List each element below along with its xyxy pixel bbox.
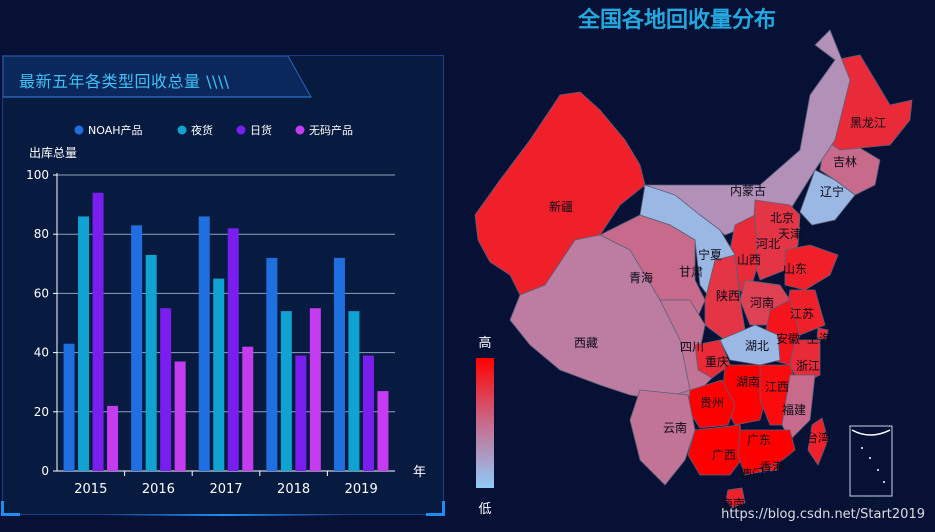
legend-label[interactable]: 日货 bbox=[250, 123, 272, 137]
bar-2016-NOAH产品[interactable] bbox=[131, 225, 143, 471]
bar-chart-panel: 最新五年各类型回收总量 \\\\ NOAH产品 夜货 日货 无码产品出库总量 0 20 40… bbox=[1, 55, 445, 516]
province-上海[interactable] bbox=[816, 327, 829, 341]
bar-2016-夜货[interactable] bbox=[145, 254, 157, 471]
x-tick-label: 2018 bbox=[277, 482, 310, 497]
province-海南[interactable] bbox=[725, 487, 746, 509]
legend-label[interactable]: 无码产品 bbox=[309, 123, 353, 137]
y-tick-label: 100 bbox=[26, 168, 49, 182]
province-新疆[interactable] bbox=[474, 91, 646, 296]
bar-2016-日货[interactable] bbox=[160, 308, 172, 471]
bar-2018-无码产品[interactable] bbox=[309, 308, 321, 471]
province-山东[interactable] bbox=[784, 244, 839, 291]
bar-2019-无码产品[interactable] bbox=[377, 391, 389, 471]
watermark: https://blog.csdn.net/Start2019 bbox=[721, 507, 925, 522]
map-title: 全国各地回收量分布 bbox=[578, 8, 777, 33]
x-axis-title: 年 bbox=[413, 465, 426, 480]
province-福建[interactable] bbox=[781, 374, 816, 441]
legend-marker[interactable] bbox=[74, 125, 84, 135]
bar-2017-无码产品[interactable] bbox=[242, 346, 254, 471]
province-澳门[interactable] bbox=[759, 466, 766, 473]
panel-title: 最新五年各类型回收总量 \\\\ bbox=[19, 72, 230, 91]
province-湖北[interactable] bbox=[719, 324, 781, 366]
legend-label[interactable]: NOAH产品 bbox=[88, 123, 143, 137]
x-tick-label: 2016 bbox=[142, 482, 175, 497]
province-重庆[interactable] bbox=[694, 339, 731, 379]
province-云南[interactable] bbox=[629, 389, 696, 486]
province-广西[interactable] bbox=[687, 424, 746, 476]
y-tick-label: 80 bbox=[34, 227, 49, 241]
legend-marker[interactable] bbox=[177, 125, 187, 135]
x-tick-label: 2015 bbox=[74, 482, 107, 497]
bar-2015-NOAH产品[interactable] bbox=[63, 343, 75, 471]
bar-2019-NOAH产品[interactable] bbox=[333, 257, 345, 471]
bar-2018-夜货[interactable] bbox=[280, 311, 292, 471]
y-axis-title: 出库总量 bbox=[29, 145, 77, 160]
bar-2019-日货[interactable] bbox=[362, 355, 374, 471]
legend-marker[interactable] bbox=[236, 125, 246, 135]
y-tick-label: 40 bbox=[34, 346, 49, 360]
bar-2015-无码产品[interactable] bbox=[107, 405, 119, 471]
province-广东[interactable] bbox=[737, 429, 796, 476]
province-台湾[interactable] bbox=[807, 417, 829, 466]
panel-header-frame bbox=[3, 56, 312, 98]
scale-low-label: 低 bbox=[478, 502, 491, 517]
legend-marker[interactable] bbox=[295, 125, 305, 135]
bar-2016-无码产品[interactable] bbox=[174, 361, 186, 471]
bottom-glow bbox=[103, 514, 343, 516]
y-tick-label: 0 bbox=[41, 464, 49, 478]
scale-high-label: 高 bbox=[478, 335, 491, 351]
province-吉林[interactable] bbox=[819, 139, 881, 196]
south-sea-inset: 南海诸岛 bbox=[849, 425, 893, 511]
bar-2017-日货[interactable] bbox=[227, 228, 239, 471]
legend-label[interactable]: 夜货 bbox=[191, 123, 213, 137]
y-tick-label: 20 bbox=[34, 405, 49, 419]
bar-2019-夜货[interactable] bbox=[348, 311, 360, 471]
title-decoration: \\\\ bbox=[206, 72, 230, 91]
x-tick-label: 2017 bbox=[209, 482, 242, 497]
bar-2017-NOAH产品[interactable] bbox=[198, 216, 210, 471]
bar-2015-日货[interactable] bbox=[92, 192, 104, 471]
province-辽宁[interactable] bbox=[799, 169, 856, 226]
bar-2018-日货[interactable] bbox=[295, 355, 307, 471]
visual-map-bar[interactable] bbox=[476, 358, 494, 488]
province-香港[interactable] bbox=[769, 462, 779, 472]
y-tick-label: 60 bbox=[34, 286, 49, 300]
corner-decoration bbox=[426, 501, 445, 516]
x-tick-label: 2019 bbox=[345, 482, 378, 497]
bar-2015-夜货[interactable] bbox=[78, 216, 90, 471]
bar-2018-NOAH产品[interactable] bbox=[266, 257, 278, 471]
corner-decoration bbox=[1, 501, 20, 516]
bar-2017-夜货[interactable] bbox=[213, 278, 225, 471]
